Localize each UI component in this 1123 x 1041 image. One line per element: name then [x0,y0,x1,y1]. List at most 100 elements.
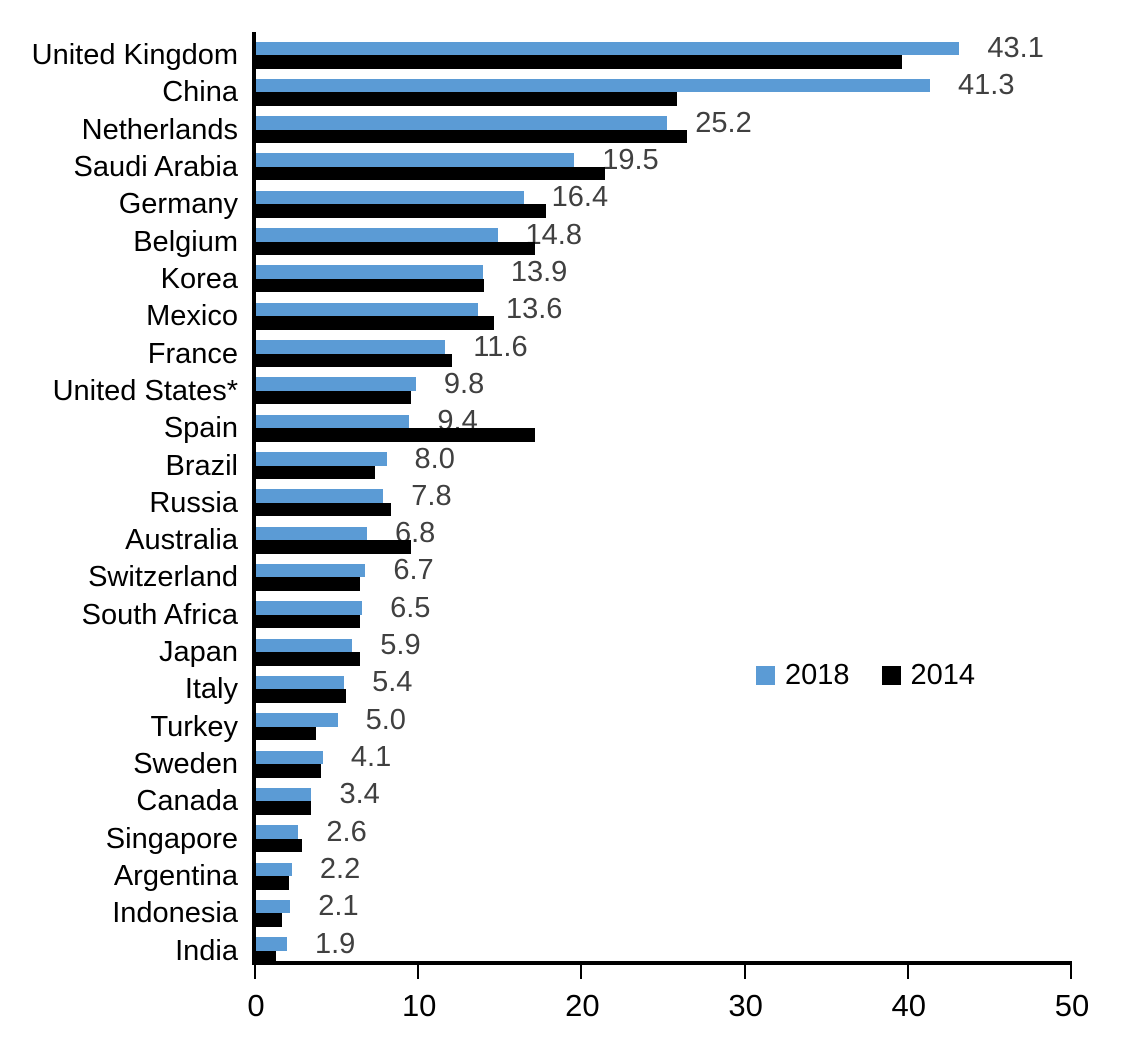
category-label: Saudi Arabia [73,150,238,183]
bar-2014 [256,204,547,218]
bar-row: 5.9 [256,629,1072,666]
category-label: Brazil [165,449,238,482]
bar-row: 9.4 [256,405,1072,442]
bar-2018 [256,78,931,93]
value-label: 5.4 [372,666,413,699]
bar-2018 [256,713,338,727]
bar-2018 [256,265,483,279]
value-label: 11.6 [473,330,528,363]
bar-2014 [256,55,903,69]
bar-2018 [256,563,366,578]
category-label: Russia [149,486,238,519]
bar-2014 [256,166,606,181]
value-label: 4.1 [350,741,392,774]
value-label: 2.1 [318,890,359,923]
bar-2014 [256,876,289,890]
category-label: Switzerland [88,561,238,594]
value-label: 41.3 [958,69,1015,102]
bar-row: 5.0 [256,704,1072,741]
x-axis-tick-label: 10 [401,988,437,1023]
category-label: Spain [163,412,238,445]
category-label: United States* [52,374,238,407]
bar-2014 [256,726,317,741]
bar-2018 [256,825,299,839]
bar-2018 [256,190,524,205]
category-label: China [162,76,238,109]
category-label: Turkey [150,710,238,743]
bar-2014 [256,689,346,703]
x-axis-tick-label: 0 [247,988,265,1023]
bar-row: 9.8 [256,368,1072,405]
category-label: Sweden [133,748,238,781]
bar-2014 [256,801,312,815]
bar-2014 [256,540,412,554]
bar-2014 [256,428,536,442]
value-label: 6.5 [390,591,431,624]
bar-row: 16.4 [256,181,1072,218]
bar-row: 6.7 [256,554,1072,591]
x-axis-tick [743,965,746,979]
value-label: 13.6 [505,293,563,326]
bar-2018 [256,340,446,354]
value-label: 13.9 [510,255,568,288]
bar-2014 [256,92,678,106]
bar-2018 [256,899,291,914]
category-label: Mexico [146,300,238,333]
bar-2014 [256,129,687,144]
category-label: Japan [158,636,238,669]
bar-2014 [256,278,485,293]
x-axis-tick-label: 20 [565,988,600,1023]
bar-2018 [256,452,387,466]
value-label: 16.4 [551,181,609,214]
bar-2014 [256,502,392,517]
category-label: Korea [160,262,238,295]
value-label: 6.7 [393,554,434,587]
bar-2018 [256,526,367,541]
bar-row: 1.9 [256,928,1072,965]
legend-label-2018: 2018 [785,659,850,691]
bar-2018 [256,228,498,242]
legend-swatch-2018 [756,666,775,685]
bar-2018 [256,377,416,391]
bar-2014 [256,614,361,629]
bar-2014 [256,353,452,368]
bar-2018 [256,116,668,130]
bar-2014 [256,913,283,927]
x-axis-tick [580,965,583,979]
category-label: Italy [184,673,238,706]
legend-label-2014: 2014 [910,659,976,691]
x-axis-tick [1070,965,1072,979]
bar-2018 [256,41,960,55]
category-label: Belgium [133,225,238,258]
bar-2018 [256,302,478,317]
value-label: 3.4 [339,778,380,811]
bar-2014 [256,950,276,965]
bar-row: 4.1 [256,741,1072,778]
category-label: Canada [136,785,238,818]
bar-2018 [256,489,384,503]
value-label: 5.9 [380,629,421,662]
bar-row: 25.2 [256,107,1072,144]
category-label: Singapore [105,822,238,855]
bar-2018 [256,153,575,167]
bar-2014 [256,577,361,591]
x-axis-tick [417,965,420,979]
category-label: Argentina [113,860,238,893]
bar-2018 [256,862,292,877]
value-label: 43.1 [987,32,1044,64]
bar-row: 13.6 [256,293,1072,330]
value-label: 2.6 [326,815,367,848]
bar-row: 13.9 [256,256,1072,293]
bar-2014 [256,390,412,405]
bar-2014 [256,241,536,256]
bar-row: 2.2 [256,853,1072,890]
category-label: Germany [118,188,238,221]
bar-row: 41.3 [256,69,1072,106]
category-label: Indonesia [112,897,238,930]
value-label: 9.8 [443,367,485,400]
value-label: 5.0 [365,703,406,736]
bar-2018 [256,638,353,653]
bar-2018 [256,675,345,690]
value-label: 7.8 [411,479,452,512]
